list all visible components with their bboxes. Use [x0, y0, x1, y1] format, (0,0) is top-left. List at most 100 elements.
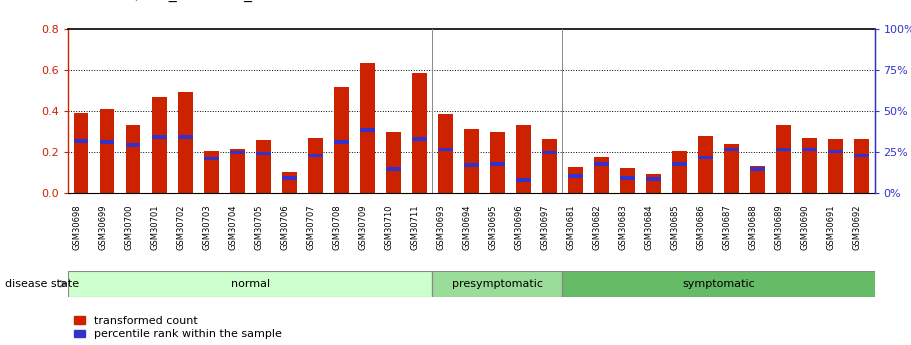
Bar [360, 128, 374, 132]
Bar [386, 167, 401, 171]
Bar [256, 151, 271, 155]
Bar [413, 73, 426, 193]
Bar [620, 168, 635, 193]
Text: GSM30683: GSM30683 [619, 204, 628, 250]
Text: GSM30700: GSM30700 [124, 204, 133, 250]
Bar [803, 138, 816, 193]
Bar [74, 113, 88, 193]
Bar [100, 140, 115, 144]
Bar [127, 125, 140, 193]
Text: GSM30692: GSM30692 [853, 204, 862, 250]
Bar [672, 162, 687, 166]
Text: GSM30704: GSM30704 [229, 204, 238, 250]
Bar [308, 138, 322, 193]
Bar [751, 166, 764, 193]
Text: GSM30707: GSM30707 [306, 204, 315, 250]
Bar [699, 156, 712, 159]
Bar [517, 178, 530, 182]
Text: GSM30705: GSM30705 [254, 204, 263, 250]
Legend: transformed count, percentile rank within the sample: transformed count, percentile rank withi… [74, 316, 281, 339]
Text: GSM30685: GSM30685 [670, 204, 680, 250]
Text: disease state: disease state [5, 279, 78, 288]
Bar [751, 167, 764, 171]
Bar [620, 176, 635, 180]
Text: GSM30688: GSM30688 [749, 204, 758, 250]
Text: GDS1332 / NM_000678.2_PROBE1: GDS1332 / NM_000678.2_PROBE1 [68, 0, 302, 2]
Text: GSM30706: GSM30706 [281, 204, 290, 250]
Bar [204, 151, 219, 193]
Bar [465, 129, 478, 193]
Bar [179, 135, 192, 139]
Bar [230, 150, 244, 154]
Bar [74, 139, 88, 143]
Bar [490, 162, 505, 166]
Bar [828, 139, 843, 193]
Bar [855, 154, 869, 157]
Text: GSM30684: GSM30684 [644, 204, 653, 250]
Bar [179, 92, 192, 193]
Text: GSM30693: GSM30693 [436, 204, 445, 250]
Text: GSM30697: GSM30697 [540, 204, 549, 250]
Bar [282, 172, 297, 193]
Bar [855, 139, 869, 193]
Text: GSM30682: GSM30682 [592, 204, 601, 250]
Bar [562, 271, 875, 297]
Text: GSM30695: GSM30695 [488, 204, 497, 250]
Text: GSM30690: GSM30690 [801, 204, 810, 250]
Bar [152, 97, 167, 193]
Text: GSM30709: GSM30709 [358, 204, 367, 250]
Bar [542, 139, 557, 193]
Text: normal: normal [230, 279, 270, 289]
Bar [438, 148, 453, 151]
Text: GSM30699: GSM30699 [98, 204, 107, 250]
Bar [646, 177, 660, 181]
Bar [594, 162, 609, 166]
Text: GSM30681: GSM30681 [567, 204, 576, 250]
Bar [68, 271, 433, 297]
Bar [542, 150, 557, 154]
Bar [672, 151, 687, 193]
Text: symptomatic: symptomatic [682, 279, 755, 289]
Text: disease state: disease state [5, 283, 14, 284]
Bar [776, 148, 791, 151]
Bar [413, 137, 426, 141]
Bar [568, 174, 583, 178]
Text: GSM30702: GSM30702 [177, 204, 185, 250]
Text: GSM30694: GSM30694 [463, 204, 472, 250]
Bar [568, 167, 583, 193]
Text: GSM30698: GSM30698 [72, 204, 81, 250]
Bar [646, 174, 660, 193]
Bar [334, 87, 349, 193]
Text: GSM30689: GSM30689 [774, 204, 783, 250]
Bar [282, 176, 297, 180]
Bar [776, 125, 791, 193]
Bar [152, 135, 167, 139]
Bar [230, 149, 244, 193]
Text: presymptomatic: presymptomatic [452, 279, 543, 289]
Bar [465, 163, 478, 167]
Text: GSM30696: GSM30696 [515, 204, 524, 250]
Text: GSM30691: GSM30691 [826, 204, 835, 250]
Text: GSM30701: GSM30701 [150, 204, 159, 250]
Bar [386, 132, 401, 193]
Bar [360, 63, 374, 193]
Text: GSM30710: GSM30710 [384, 204, 394, 250]
Text: GSM30708: GSM30708 [333, 204, 342, 250]
Bar [256, 140, 271, 193]
Bar [490, 132, 505, 193]
Bar [724, 148, 739, 151]
Bar [204, 157, 219, 160]
Bar [433, 271, 562, 297]
Bar [828, 150, 843, 153]
Text: GSM30703: GSM30703 [202, 204, 211, 250]
Bar [699, 136, 712, 193]
Text: GSM30687: GSM30687 [722, 204, 732, 250]
Bar [803, 148, 816, 151]
Text: GSM30686: GSM30686 [697, 204, 705, 250]
Bar [334, 140, 349, 144]
Bar [724, 144, 739, 193]
Bar [308, 154, 322, 157]
Bar [594, 157, 609, 193]
Bar [127, 144, 140, 147]
Bar [438, 114, 453, 193]
